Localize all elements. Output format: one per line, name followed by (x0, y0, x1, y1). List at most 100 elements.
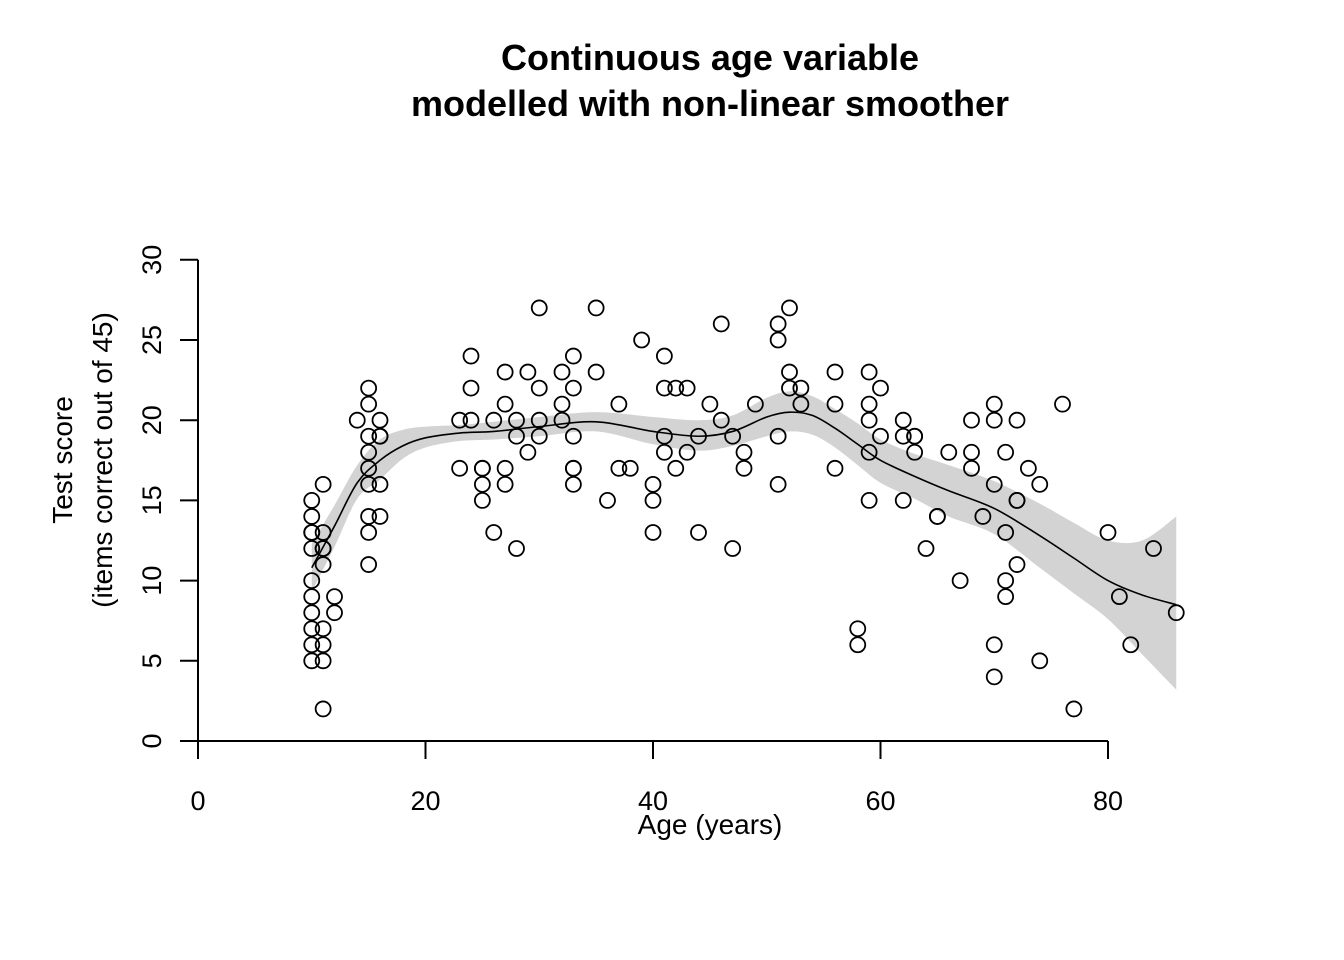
data-point (963, 459, 980, 477)
data-point (1008, 491, 1026, 509)
data-point (963, 411, 980, 429)
data-point (701, 395, 719, 413)
data-point (1110, 588, 1128, 606)
data-point (587, 299, 605, 317)
data-point (917, 540, 935, 557)
data-point (1008, 556, 1026, 573)
data-point (655, 379, 673, 397)
data-point (508, 411, 525, 429)
data-point (564, 459, 582, 477)
data-point (1145, 540, 1162, 557)
data-point (678, 379, 696, 397)
data-point (496, 395, 514, 413)
data-point (303, 604, 321, 622)
data-point (985, 411, 1003, 429)
axes-layer: 0 20 40 60 80 0 5 10 15 20 25 30 (137, 245, 1123, 816)
data-point (485, 524, 503, 541)
data-point (371, 411, 389, 429)
data-point (1031, 475, 1049, 493)
data-point (1099, 524, 1117, 541)
data-point (473, 491, 491, 509)
data-point (872, 379, 889, 397)
data-point (678, 443, 696, 461)
data-point (860, 363, 878, 381)
data-point (348, 411, 366, 429)
data-point (1065, 700, 1083, 718)
data-point (462, 347, 480, 365)
data-point (553, 363, 571, 381)
data-point (906, 427, 924, 445)
data-point (826, 459, 844, 477)
data-point (564, 379, 582, 397)
data-point (360, 427, 378, 445)
data-point (371, 427, 389, 445)
data-point (1054, 395, 1071, 413)
data-point (1008, 411, 1026, 429)
data-point (769, 315, 787, 333)
data-point (644, 491, 662, 509)
data-point (564, 347, 582, 365)
data-point (473, 459, 491, 477)
data-point (974, 508, 992, 525)
smoother-line-layer (311, 411, 1177, 606)
data-point (769, 475, 787, 493)
y-tick-label: 25 (137, 325, 167, 355)
data-point (860, 491, 878, 509)
data-point (724, 427, 742, 445)
data-point (826, 395, 844, 413)
chart-title-line-1: Continuous age variable (501, 37, 919, 78)
data-point (690, 524, 707, 541)
data-point (303, 524, 321, 541)
y-axis-label-line-2: (items correct out of 45) (87, 312, 118, 608)
data-point (303, 572, 321, 589)
data-point (303, 491, 321, 509)
data-point (360, 443, 378, 461)
data-point (928, 508, 946, 525)
data-point (303, 620, 321, 638)
data-point (599, 491, 616, 509)
data-point (951, 572, 969, 589)
data-point (644, 475, 662, 493)
data-point (860, 443, 878, 461)
data-point (894, 427, 912, 445)
data-point (314, 556, 332, 573)
data-point (769, 331, 787, 349)
data-point (360, 524, 378, 541)
data-point (371, 508, 389, 525)
data-point (360, 379, 378, 397)
data-point (940, 443, 958, 461)
data-point (849, 620, 867, 638)
data-point (314, 475, 332, 493)
x-tick-label: 40 (638, 786, 668, 816)
data-point (451, 459, 469, 477)
data-point (1019, 459, 1037, 477)
data-point (655, 347, 673, 365)
data-point (633, 331, 651, 349)
data-point (735, 459, 753, 477)
data-point (610, 459, 628, 477)
data-point (655, 427, 673, 445)
data-point (712, 315, 730, 333)
data-point (508, 540, 525, 557)
data-point (314, 636, 332, 654)
data-point (508, 427, 525, 445)
data-point (985, 636, 1003, 654)
y-tick-label: 10 (137, 566, 167, 596)
y-tick-label: 0 (137, 733, 167, 748)
data-point (997, 443, 1015, 461)
data-point (712, 411, 730, 429)
data-point (963, 443, 980, 461)
x-tick-label: 0 (190, 786, 205, 816)
data-point (485, 411, 503, 429)
data-point (553, 411, 571, 429)
data-point (303, 508, 321, 525)
data-point (781, 299, 798, 317)
data-point (906, 443, 924, 461)
data-point (564, 427, 582, 445)
data-point (792, 379, 810, 397)
data-point (519, 443, 537, 461)
data-point (326, 604, 343, 622)
data-point (473, 475, 491, 493)
